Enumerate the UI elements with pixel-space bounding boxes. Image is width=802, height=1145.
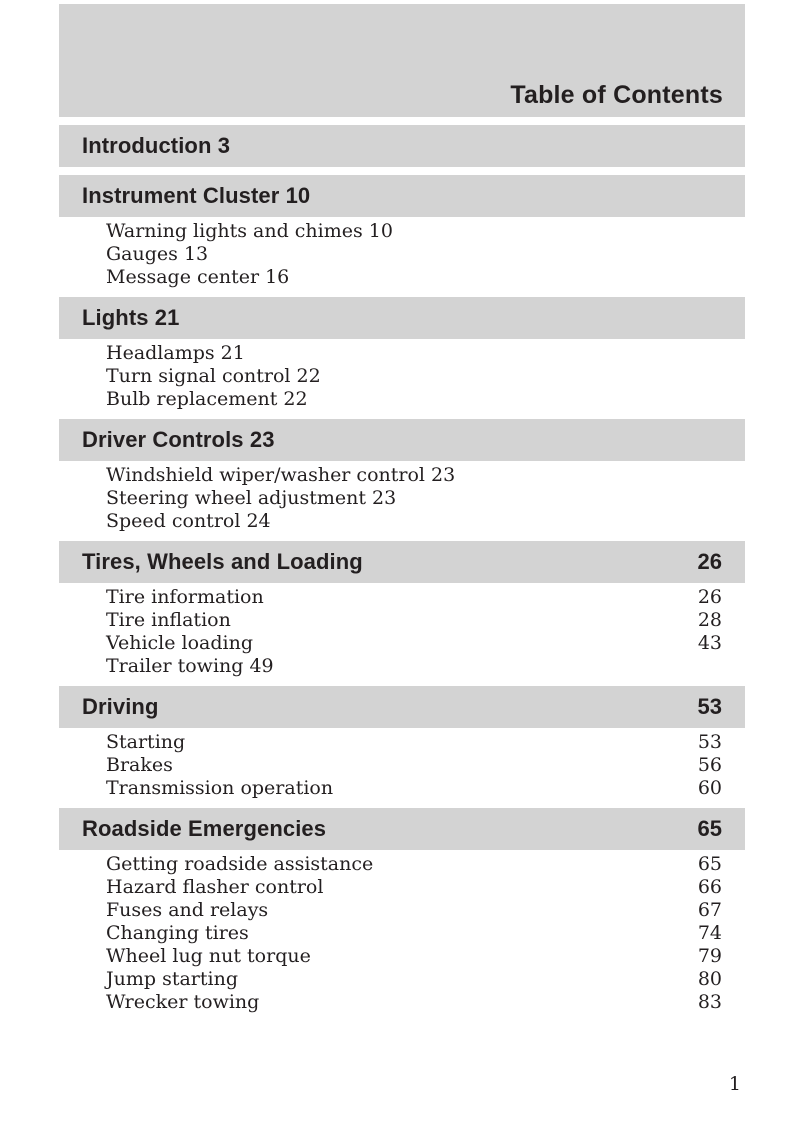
section-entries-roadside-emergencies: Getting roadside assistance 65 Hazard fl… [59,850,745,1014]
entry-page-number: 26 [697,586,722,608]
entry-label: Starting [106,731,186,753]
toc-entry: Windshield wiper/washer control 23 [106,464,745,487]
section-title: Tires, Wheels and Loading [82,549,363,574]
section-header-instrument-cluster: Instrument Cluster 10 [59,175,745,217]
section-title: Driver Controls 23 [82,427,275,452]
toc-entry: Steering wheel adjustment 23 [106,487,745,510]
entry-page-number: 65 [697,853,722,875]
entry-page-number: 80 [697,968,722,990]
entry-label: Hazard flasher control [106,876,324,898]
entry-page-number: 28 [697,609,722,631]
entry-label: Fuses and relays [106,899,269,921]
entry-label: Vehicle loading [106,632,254,654]
entry-label: Speed control 24 [106,510,271,532]
entry-page-number: 60 [697,777,722,799]
entry-label: Steering wheel adjustment 23 [106,487,397,509]
section-entries-instrument-cluster: Warning lights and chimes 10 Gauges 13 M… [59,217,745,289]
section-title: Lights 21 [82,305,180,330]
entry-label: Jump starting [106,968,238,990]
entry-label: Warning lights and chimes 10 [106,220,393,242]
toc-entry: Changing tires 74 [106,922,745,945]
entry-page-number: 83 [697,991,722,1013]
toc-entry: Tire inflation 28 [106,609,745,632]
toc-entry: Jump starting 80 [106,968,745,991]
entry-label: Turn signal control 22 [106,365,321,387]
section-header-introduction: Introduction 3 [59,125,745,167]
toc-entry: Fuses and relays 67 [106,899,745,922]
section-entries-driving: Starting 53 Brakes 56 Transmission opera… [59,728,745,800]
toc-content: Table of Contents Introduction 3 Instrum… [59,0,745,1014]
entry-label: Wheel lug nut torque [106,945,311,967]
toc-entry: Speed control 24 [106,510,745,533]
entry-page-number: 79 [697,945,722,967]
toc-entry: Hazard flasher control 66 [106,876,745,899]
toc-entry: Tire information 26 [106,586,745,609]
entry-label: Changing tires [106,922,249,944]
page-number: 1 [728,1073,741,1095]
entry-page-number: 53 [697,731,722,753]
section-header-roadside-emergencies: Roadside Emergencies 65 [59,808,745,850]
section-title: Introduction 3 [82,133,231,158]
entry-label: Wrecker towing [106,991,260,1013]
entry-label: Message center 16 [106,266,290,288]
section-header-tires-wheels-loading: Tires, Wheels and Loading 26 [59,541,745,583]
section-header-lights: Lights 21 [59,297,745,339]
toc-entry: Vehicle loading 43 [106,632,745,655]
entry-label: Tire inflation [106,609,231,631]
entry-label: Transmission operation [106,777,334,799]
entry-label: Windshield wiper/washer control 23 [106,464,456,486]
toc-entry: Wheel lug nut torque 79 [106,945,745,968]
toc-entry: Transmission operation 60 [106,777,745,800]
section-page-number: 65 [697,816,722,841]
entry-label: Bulb replacement 22 [106,388,308,410]
entry-page-number: 43 [697,632,722,654]
toc-entry: Getting roadside assistance 65 [106,853,745,876]
section-title: Instrument Cluster 10 [82,183,311,208]
section-entries-tires-wheels-loading: Tire information 26 Tire inflation 28 Ve… [59,583,745,678]
section-header-driving: Driving 53 [59,686,745,728]
entry-label: Getting roadside assistance [106,853,374,875]
section-header-driver-controls: Driver Controls 23 [59,419,745,461]
toc-entry: Bulb replacement 22 [106,388,745,411]
section-title: Roadside Emergencies [82,816,327,841]
toc-entry: Brakes 56 [106,754,745,777]
toc-entry: Wrecker towing 83 [106,991,745,1014]
toc-entry: Headlamps 21 [106,342,745,365]
entry-page-number: 56 [697,754,722,776]
entry-label: Brakes [106,754,173,776]
section-entries-driver-controls: Windshield wiper/washer control 23 Steer… [59,461,745,533]
section-title: Driving [82,694,159,719]
entry-page-number: 74 [697,922,722,944]
toc-entry: Warning lights and chimes 10 [106,220,745,243]
entry-label: Tire information [106,586,264,608]
toc-entry: Turn signal control 22 [106,365,745,388]
section-entries-lights: Headlamps 21 Turn signal control 22 Bulb… [59,339,745,411]
section-page-number: 26 [697,549,722,574]
entry-page-number: 66 [697,876,722,898]
entry-label: Gauges 13 [106,243,209,265]
toc-entry: Trailer towing 49 [106,655,745,678]
toc-entry: Gauges 13 [106,243,745,266]
entry-label: Headlamps 21 [106,342,245,364]
entry-page-number: 67 [697,899,722,921]
entry-label: Trailer towing 49 [106,655,274,677]
toc-entry: Starting 53 [106,731,745,754]
toc-entry: Message center 16 [106,266,745,289]
section-page-number: 53 [697,694,722,719]
masthead-bar: Table of Contents [59,4,745,117]
page-title: Table of Contents [510,81,723,109]
